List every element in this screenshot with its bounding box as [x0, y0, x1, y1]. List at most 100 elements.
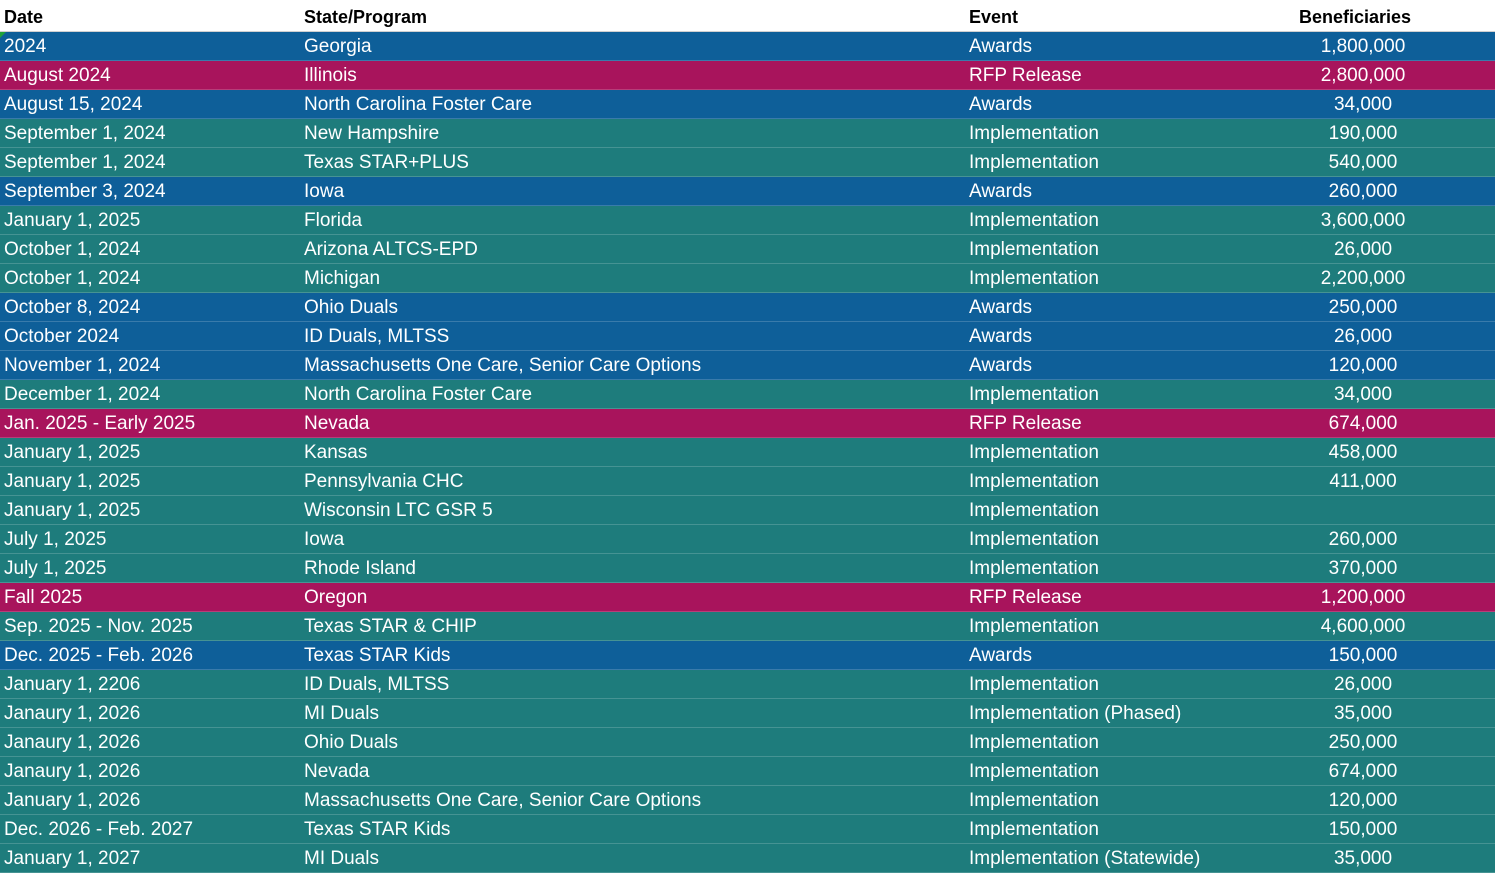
- cell-beneficiaries[interactable]: 4,600,000: [1320, 616, 1406, 637]
- cell-state-program[interactable]: Oregon: [304, 587, 368, 608]
- cell-event[interactable]: Implementation: [969, 123, 1099, 144]
- cell-state-program[interactable]: Massachusetts One Care, Senior Care Opti…: [304, 355, 702, 376]
- cell-event[interactable]: Implementation: [969, 529, 1099, 550]
- cell-beneficiaries[interactable]: 190,000: [1328, 123, 1398, 144]
- cell-event[interactable]: Implementation: [969, 471, 1099, 492]
- cell-event[interactable]: Awards: [969, 181, 1033, 202]
- cell-beneficiaries[interactable]: 150,000: [1328, 645, 1398, 666]
- cell-beneficiaries[interactable]: 370,000: [1328, 558, 1398, 579]
- cell-state-program[interactable]: Illinois: [304, 65, 357, 86]
- cell-beneficiaries[interactable]: 260,000: [1328, 181, 1398, 202]
- cell-event[interactable]: RFP Release: [969, 413, 1082, 434]
- cell-date[interactable]: August 15, 2024: [4, 94, 143, 115]
- cell-event[interactable]: Implementation: [969, 674, 1099, 695]
- cell-event[interactable]: Implementation: [969, 239, 1099, 260]
- cell-beneficiaries[interactable]: 540,000: [1328, 152, 1398, 173]
- cell-state-program[interactable]: Ohio Duals: [304, 297, 398, 318]
- cell-date[interactable]: October 2024: [4, 326, 120, 347]
- cell-state-program[interactable]: Texas STAR Kids: [304, 645, 451, 666]
- cell-state-program[interactable]: Pennsylvania CHC: [304, 471, 464, 492]
- cell-date[interactable]: January 1, 2025: [4, 500, 141, 521]
- cell-beneficiaries[interactable]: 26,000: [1333, 674, 1393, 695]
- cell-event[interactable]: Implementation: [969, 442, 1099, 463]
- cell-state-program[interactable]: Iowa: [304, 181, 345, 202]
- cell-beneficiaries[interactable]: 1,800,000: [1320, 36, 1406, 57]
- cell-date[interactable]: Janaury 1, 2026: [4, 761, 141, 782]
- cell-date[interactable]: July 1, 2025: [4, 529, 107, 550]
- cell-date[interactable]: 2024: [4, 36, 47, 57]
- cell-state-program[interactable]: Massachusetts One Care, Senior Care Opti…: [304, 790, 702, 811]
- cell-beneficiaries[interactable]: 120,000: [1328, 790, 1398, 811]
- cell-beneficiaries[interactable]: 2,200,000: [1320, 268, 1406, 289]
- cell-event[interactable]: Implementation: [969, 268, 1099, 289]
- cell-beneficiaries[interactable]: 26,000: [1333, 239, 1393, 260]
- cell-event[interactable]: Implementation: [969, 732, 1099, 753]
- cell-beneficiaries[interactable]: 260,000: [1328, 529, 1398, 550]
- cell-beneficiaries[interactable]: 120,000: [1328, 355, 1398, 376]
- cell-beneficiaries[interactable]: 26,000: [1333, 326, 1393, 347]
- cell-beneficiaries[interactable]: 34,000: [1333, 94, 1393, 115]
- cell-state-program[interactable]: Texas STAR & CHIP: [304, 616, 477, 637]
- cell-state-program[interactable]: Michigan: [304, 268, 381, 289]
- cell-event[interactable]: Awards: [969, 326, 1033, 347]
- cell-event[interactable]: Implementation: [969, 384, 1099, 405]
- cell-state-program[interactable]: New Hampshire: [304, 123, 440, 144]
- cell-date[interactable]: August 2024: [4, 65, 111, 86]
- cell-date[interactable]: January 1, 2025: [4, 210, 141, 231]
- cell-beneficiaries[interactable]: 35,000: [1333, 703, 1393, 724]
- cell-beneficiaries[interactable]: 2,800,000: [1320, 65, 1406, 86]
- cell-state-program[interactable]: Texas STAR+PLUS: [304, 152, 469, 173]
- cell-date[interactable]: October 1, 2024: [4, 239, 141, 260]
- cell-beneficiaries[interactable]: 35,000: [1333, 848, 1393, 869]
- cell-date[interactable]: Janaury 1, 2026: [4, 732, 141, 753]
- cell-event[interactable]: Implementation: [969, 819, 1099, 840]
- cell-date[interactable]: Sep. 2025 - Nov. 2025: [4, 616, 193, 637]
- cell-beneficiaries[interactable]: 411,000: [1329, 471, 1397, 492]
- cell-state-program[interactable]: Florida: [304, 210, 363, 231]
- cell-date[interactable]: January 1, 2206: [4, 674, 141, 695]
- cell-beneficiaries[interactable]: [1275, 496, 1495, 524]
- cell-event[interactable]: RFP Release: [969, 587, 1082, 608]
- cell-beneficiaries[interactable]: 1,200,000: [1320, 587, 1406, 608]
- cell-beneficiaries[interactable]: 674,000: [1328, 413, 1398, 434]
- header-state-program[interactable]: State/Program: [304, 7, 428, 27]
- cell-event[interactable]: Awards: [969, 355, 1033, 376]
- cell-state-program[interactable]: Iowa: [304, 529, 345, 550]
- cell-date[interactable]: October 8, 2024: [4, 297, 141, 318]
- cell-date[interactable]: September 1, 2024: [4, 152, 166, 173]
- cell-state-program[interactable]: Arizona ALTCS-EPD: [304, 239, 478, 260]
- cell-state-program[interactable]: North Carolina Foster Care: [304, 94, 533, 115]
- cell-event[interactable]: Awards: [969, 297, 1033, 318]
- cell-beneficiaries[interactable]: 458,000: [1328, 442, 1398, 463]
- cell-beneficiaries[interactable]: 250,000: [1328, 732, 1398, 753]
- cell-state-program[interactable]: Rhode Island: [304, 558, 416, 579]
- cell-date[interactable]: Fall 2025: [4, 587, 83, 608]
- cell-state-program[interactable]: North Carolina Foster Care: [304, 384, 533, 405]
- cell-state-program[interactable]: MI Duals: [304, 848, 379, 869]
- cell-date[interactable]: Dec. 2025 - Feb. 2026: [4, 645, 194, 666]
- cell-date[interactable]: January 1, 2025: [4, 442, 141, 463]
- cell-date[interactable]: January 1, 2025: [4, 471, 141, 492]
- header-date[interactable]: Date: [4, 7, 44, 27]
- cell-state-program[interactable]: Wisconsin LTC GSR 5: [304, 500, 493, 521]
- cell-event[interactable]: Implementation: [969, 152, 1099, 173]
- cell-event[interactable]: RFP Release: [969, 65, 1082, 86]
- cell-event[interactable]: Awards: [969, 645, 1033, 666]
- cell-beneficiaries[interactable]: 150,000: [1328, 819, 1398, 840]
- cell-date[interactable]: September 1, 2024: [4, 123, 166, 144]
- cell-event[interactable]: Implementation: [969, 616, 1099, 637]
- cell-beneficiaries[interactable]: 34,000: [1333, 384, 1393, 405]
- cell-state-program[interactable]: Texas STAR Kids: [304, 819, 451, 840]
- cell-beneficiaries[interactable]: 3,600,000: [1320, 210, 1406, 231]
- cell-date[interactable]: December 1, 2024: [4, 384, 161, 405]
- cell-state-program[interactable]: ID Duals, MLTSS: [304, 326, 450, 347]
- cell-state-program[interactable]: Ohio Duals: [304, 732, 398, 753]
- header-beneficiaries[interactable]: Beneficiaries: [1298, 7, 1412, 27]
- cell-event[interactable]: Implementation: [969, 500, 1099, 521]
- cell-event[interactable]: Implementation: [969, 558, 1099, 579]
- cell-date[interactable]: Dec. 2026 - Feb. 2027: [4, 819, 194, 840]
- cell-state-program[interactable]: Nevada: [304, 413, 370, 434]
- cell-event[interactable]: Awards: [969, 36, 1033, 57]
- cell-date[interactable]: Jan. 2025 - Early 2025: [4, 413, 196, 434]
- cell-event[interactable]: Implementation (Phased): [969, 703, 1182, 724]
